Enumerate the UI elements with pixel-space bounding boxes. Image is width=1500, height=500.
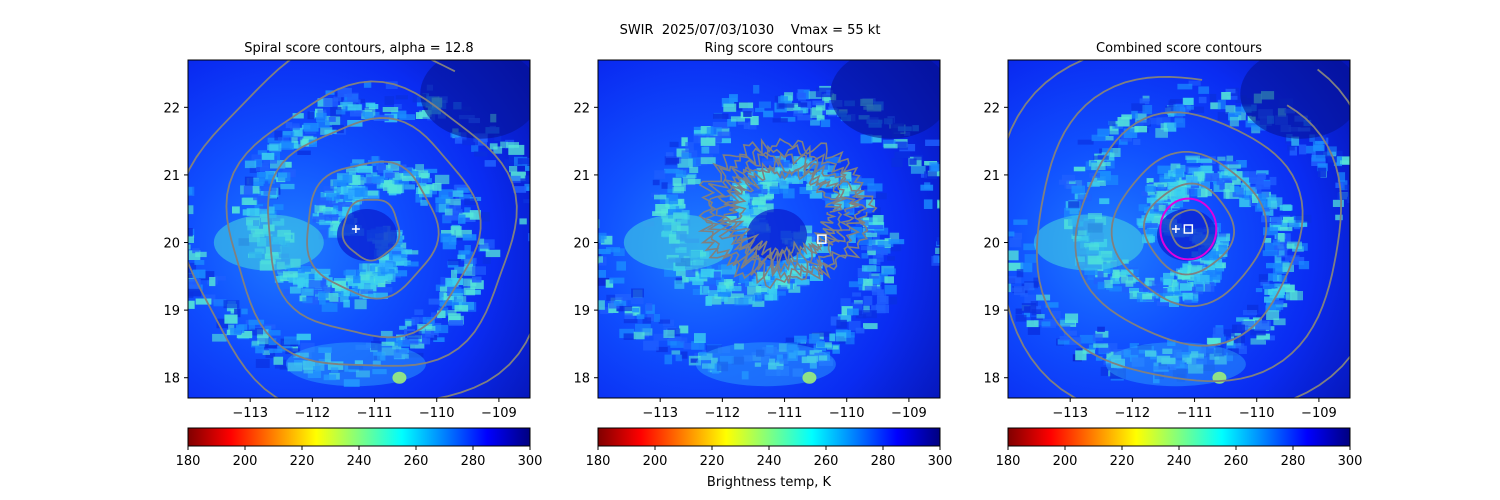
- spiral-center-marker: [1171, 225, 1180, 233]
- colorbar-tick-label: 300: [518, 454, 543, 469]
- y-tick-label: 18: [573, 372, 590, 387]
- y-tick-label: 18: [983, 372, 1000, 387]
- ring-center-marker: [817, 234, 827, 244]
- x-tick-label: −112: [1115, 406, 1151, 421]
- spiral-contour: [188, 60, 530, 398]
- colorbar-label: Brightness temp, K: [707, 475, 832, 490]
- x-tick-label: −111: [357, 406, 393, 421]
- colorbar-tick-label: 280: [871, 454, 896, 469]
- y-tick-label: 22: [983, 101, 1000, 116]
- colorbar-tick-label: 180: [176, 454, 201, 469]
- spiral-contour: [225, 80, 518, 367]
- colorbar-tick-label: 240: [347, 454, 372, 469]
- colorbar-tick-label: 280: [1281, 454, 1306, 469]
- axes-frame: [187, 59, 531, 399]
- y-tick-label: 22: [573, 101, 590, 116]
- x-tick-label: −112: [295, 406, 331, 421]
- colorbar-tick-label: 260: [1224, 454, 1249, 469]
- heatmap-image: [1008, 60, 1350, 398]
- ring-contour: [703, 143, 868, 285]
- colorbar: [597, 427, 941, 447]
- x-tick-label: −110: [1239, 406, 1275, 421]
- figure-suptitle: SWIR 2025/07/03/1030 Vmax = 55 kt: [619, 23, 881, 38]
- combined-contour: [1074, 111, 1304, 347]
- y-tick-label: 19: [163, 304, 180, 319]
- ring-contour: [728, 167, 843, 259]
- x-tick-label: −113: [642, 406, 678, 421]
- colorbar-tick-label: 180: [586, 454, 611, 469]
- combined-contour: [1142, 182, 1236, 276]
- spiral-contour: [341, 198, 401, 262]
- colorbar-tick-label: 200: [233, 454, 258, 469]
- colorbar-tick-label: 260: [814, 454, 839, 469]
- x-tick-label: −109: [891, 406, 927, 421]
- axes-frame: [597, 59, 941, 399]
- combined-contour: [1008, 60, 1350, 398]
- colorbar-tick-label: 200: [1053, 454, 1078, 469]
- combined-contour: [1110, 151, 1268, 307]
- spiral-center-marker: [351, 225, 360, 233]
- colorbar-tick-label: 240: [757, 454, 782, 469]
- y-tick-label: 21: [573, 169, 590, 184]
- y-tick-label: 21: [983, 169, 1000, 184]
- ring-contour: [715, 151, 861, 274]
- colorbar-tick-label: 240: [1167, 454, 1192, 469]
- y-tick-label: 21: [163, 169, 180, 184]
- colorbar-tick-label: 220: [1110, 454, 1135, 469]
- x-tick-label: −111: [1177, 406, 1213, 421]
- spiral-contour: [306, 160, 440, 300]
- x-tick-label: −113: [1052, 406, 1088, 421]
- y-tick-label: 22: [163, 101, 180, 116]
- colorbar: [1007, 427, 1351, 447]
- x-tick-label: −111: [767, 406, 803, 421]
- y-tick-label: 18: [163, 372, 180, 387]
- axes-frame: [1007, 59, 1351, 399]
- panel-title-spiral: Spiral score contours, alpha = 12.8: [244, 41, 473, 56]
- panel-title-ring: Ring score contours: [704, 41, 833, 56]
- colorbar-tick-label: 220: [290, 454, 315, 469]
- y-tick-label: 20: [983, 237, 1000, 252]
- y-tick-label: 20: [573, 237, 590, 252]
- ring-center-marker: [1183, 224, 1194, 234]
- colorbar-tick-label: 180: [996, 454, 1021, 469]
- x-tick-label: −112: [705, 406, 741, 421]
- y-tick-label: 19: [573, 304, 590, 319]
- colorbar-tick-label: 220: [700, 454, 725, 469]
- x-tick-label: −110: [829, 406, 865, 421]
- spiral-contour: [267, 117, 482, 339]
- colorbar-tick-label: 300: [1338, 454, 1363, 469]
- x-tick-label: −110: [419, 406, 455, 421]
- panel-combined: Combined score contours −113 −112 −111 −110…: [983, 41, 1363, 469]
- heatmap-image: [598, 60, 940, 398]
- x-tick-label: −109: [481, 406, 517, 421]
- x-tick-label: −113: [232, 406, 268, 421]
- x-tick-label: −109: [1301, 406, 1337, 421]
- y-tick-label: 19: [983, 304, 1000, 319]
- panel-title-combined: Combined score contours: [1096, 41, 1262, 56]
- combined-contour: [1035, 75, 1343, 382]
- combined-contour: [1169, 209, 1209, 249]
- heatmap-image: [188, 60, 530, 398]
- panel-ring: Ring score contours −113 −112 −111 −110 −109…: [573, 41, 953, 469]
- colorbar-tick-label: 280: [461, 454, 486, 469]
- colorbar: [187, 427, 531, 447]
- colorbar-tick-label: 260: [404, 454, 429, 469]
- ring-fit-circle: [1159, 197, 1218, 261]
- colorbar-tick-label: 200: [643, 454, 668, 469]
- y-tick-label: 20: [163, 237, 180, 252]
- ring-contour: [697, 137, 878, 290]
- panel-spiral: Spiral score contours, alpha = 12.8 −113…: [163, 41, 543, 469]
- colorbar-tick-label: 300: [928, 454, 953, 469]
